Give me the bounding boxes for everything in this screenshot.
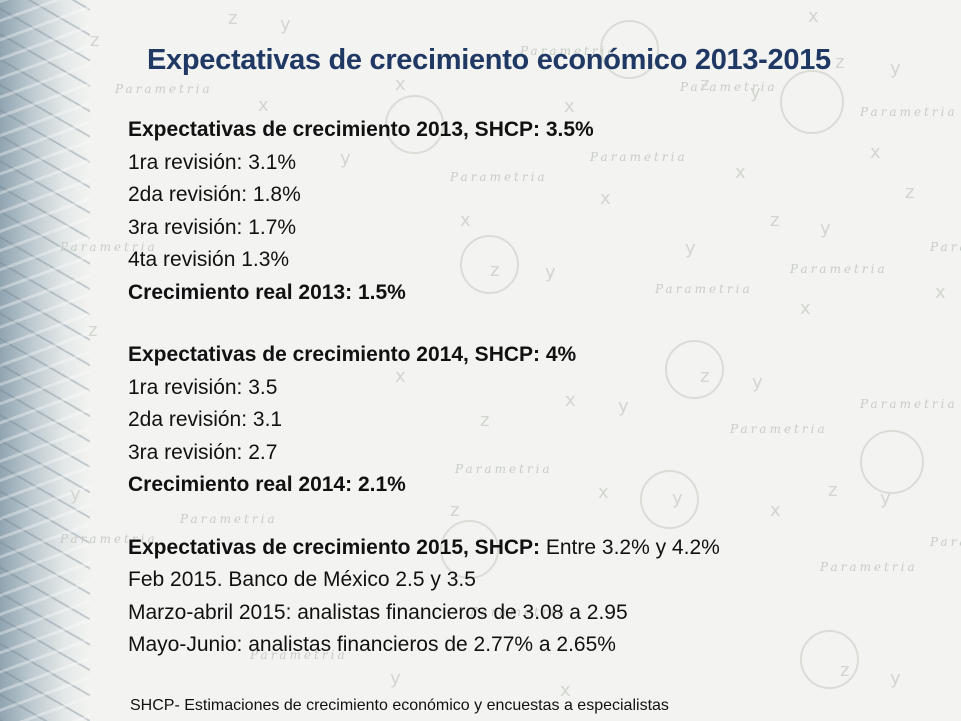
section-2014-line: 3ra revisión: 2.7 (128, 440, 278, 464)
watermark-text: Parametria (860, 105, 958, 119)
section-2015-line: Feb 2015. Banco de México 2.5 y 3.5 (128, 568, 476, 591)
section-2015-heading-bold: Expectativas de crecimiento 2015, SHCP: (128, 535, 541, 559)
section-2014-line: 2da revisión: 3.1 (128, 408, 283, 431)
watermark-text: Parametria (115, 82, 213, 96)
section-2013-line: 3ra revisión: 1.7% (128, 215, 297, 239)
section-2013-heading: Expectativas de crecimiento 2013, SHCP: … (128, 118, 594, 141)
section-2013-line: 2da revisión: 1.8% (128, 183, 301, 206)
watermark-text: Parametria (470, 605, 568, 619)
section-2014-line: 1ra revisión: 3.5 (128, 375, 278, 399)
watermark-text: Parametria (820, 560, 918, 574)
watermark-text: Parametria (450, 170, 548, 184)
section-2015-heading-range: Entre 3.2% y 4.2% (540, 535, 720, 559)
section-2013-line: 4ta revisión 1.3% (128, 248, 290, 271)
watermark-text: Parametria (790, 262, 888, 276)
watermark-text: Parametria (520, 44, 618, 58)
watermark-text: Parametria (730, 422, 828, 436)
main-content: Expectativas de crecimiento 2013, SHCP: … (128, 114, 948, 662)
section-2014-heading: Expectativas de crecimiento 2014, SHCP: … (128, 343, 577, 366)
watermark-text: Parametria (60, 532, 158, 546)
section-2015-line: Mayo-Junio: analistas financieros de 2.7… (128, 633, 616, 656)
section-2013-result: Crecimiento real 2013: 1.5% (128, 280, 406, 304)
decorative-strip (0, 0, 90, 721)
watermark-text: Parametria (250, 648, 348, 662)
page-title: Expectativas de crecimiento económico 20… (147, 44, 831, 76)
watermark-text: Parametria (930, 535, 961, 549)
section-2015-line: Marzo-abril 2015: analistas financieros … (128, 600, 628, 624)
watermark-text: Parametria (930, 240, 961, 254)
section-2014-result: Crecimiento real 2014: 2.1% (128, 473, 406, 496)
watermark-text: Parametria (655, 282, 753, 296)
watermark-text: Parametria (60, 240, 158, 254)
section-2015-heading: Expectativas de crecimiento 2015, SHCP: … (128, 532, 948, 565)
watermark-text: Parametria (590, 150, 688, 164)
watermark-text: Parametria (455, 462, 553, 476)
section-2013-line: 1ra revisión: 3.1% (128, 150, 297, 174)
source-footer: SHCP- Estimaciones de crecimiento económ… (130, 697, 669, 714)
watermark-text: Parametria (180, 512, 278, 526)
watermark-text: Parametria (860, 397, 958, 411)
watermark-text: Parametria (680, 80, 778, 94)
